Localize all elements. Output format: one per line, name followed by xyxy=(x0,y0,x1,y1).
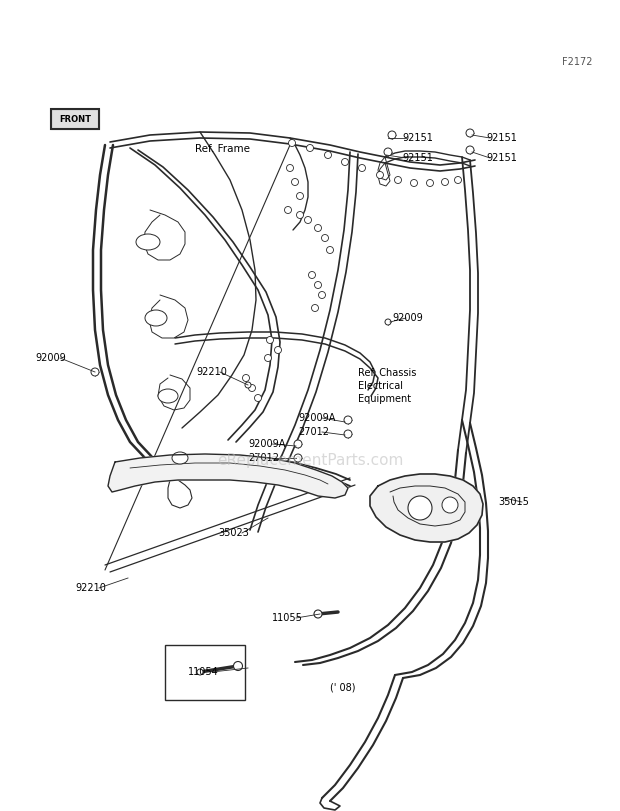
Circle shape xyxy=(291,178,298,186)
Bar xyxy=(51,109,99,129)
Circle shape xyxy=(322,234,329,242)
Circle shape xyxy=(286,165,293,171)
Circle shape xyxy=(324,152,332,158)
Text: 92210: 92210 xyxy=(75,583,106,593)
Text: 92210: 92210 xyxy=(196,367,227,377)
Circle shape xyxy=(91,368,99,376)
Circle shape xyxy=(265,354,272,362)
Ellipse shape xyxy=(136,234,160,250)
Circle shape xyxy=(309,272,316,278)
Circle shape xyxy=(285,207,291,213)
Circle shape xyxy=(385,319,391,325)
Circle shape xyxy=(242,375,249,381)
Text: 27012: 27012 xyxy=(248,453,279,463)
Ellipse shape xyxy=(172,452,188,464)
Circle shape xyxy=(442,497,458,513)
Text: 92009: 92009 xyxy=(392,313,423,323)
Text: F2172: F2172 xyxy=(562,57,593,67)
Text: eReplacementParts.com: eReplacementParts.com xyxy=(217,453,403,467)
Circle shape xyxy=(267,337,273,344)
Polygon shape xyxy=(108,454,348,498)
Circle shape xyxy=(314,281,322,289)
Ellipse shape xyxy=(145,310,167,326)
Circle shape xyxy=(249,384,255,392)
Text: 92009A: 92009A xyxy=(298,413,335,423)
Text: 35023: 35023 xyxy=(218,528,249,538)
Circle shape xyxy=(454,177,461,183)
Circle shape xyxy=(394,177,402,183)
Circle shape xyxy=(466,146,474,154)
Circle shape xyxy=(319,291,326,298)
Circle shape xyxy=(427,179,433,187)
Circle shape xyxy=(441,178,448,186)
Text: 11054: 11054 xyxy=(188,667,219,677)
Text: 92009A: 92009A xyxy=(248,439,285,449)
Circle shape xyxy=(384,148,392,156)
Text: 92151: 92151 xyxy=(486,133,517,143)
Circle shape xyxy=(296,212,304,218)
Circle shape xyxy=(344,416,352,424)
Circle shape xyxy=(358,165,366,171)
Circle shape xyxy=(275,346,281,354)
Text: 92009: 92009 xyxy=(35,353,66,363)
Polygon shape xyxy=(51,109,99,129)
Text: 92151: 92151 xyxy=(486,153,517,163)
Circle shape xyxy=(288,139,296,147)
Circle shape xyxy=(254,394,262,401)
Circle shape xyxy=(342,158,348,165)
Circle shape xyxy=(294,454,302,462)
Text: Ref. Frame: Ref. Frame xyxy=(195,144,250,154)
Text: 92151: 92151 xyxy=(402,153,433,163)
Text: FRONT: FRONT xyxy=(59,114,91,123)
Text: 27012: 27012 xyxy=(298,427,329,437)
Bar xyxy=(165,645,245,700)
Circle shape xyxy=(245,382,251,388)
Polygon shape xyxy=(370,474,483,542)
Circle shape xyxy=(410,179,417,187)
Circle shape xyxy=(327,247,334,254)
Circle shape xyxy=(234,662,242,671)
Circle shape xyxy=(408,496,432,520)
Circle shape xyxy=(306,144,314,152)
Circle shape xyxy=(294,440,302,448)
Text: 92151: 92151 xyxy=(402,133,433,143)
Circle shape xyxy=(344,430,352,438)
Circle shape xyxy=(388,131,396,139)
Text: (' 08): (' 08) xyxy=(330,683,355,693)
Circle shape xyxy=(311,304,319,311)
Text: 35015: 35015 xyxy=(498,497,529,507)
Text: 11055: 11055 xyxy=(272,613,303,623)
Circle shape xyxy=(466,129,474,137)
Circle shape xyxy=(314,225,322,231)
Ellipse shape xyxy=(158,389,178,403)
Text: Ref. Chassis
Electrical
Equipment: Ref. Chassis Electrical Equipment xyxy=(358,368,417,405)
Circle shape xyxy=(197,669,203,675)
Circle shape xyxy=(376,171,384,178)
Circle shape xyxy=(314,610,322,618)
Circle shape xyxy=(304,217,311,224)
Circle shape xyxy=(296,192,304,200)
